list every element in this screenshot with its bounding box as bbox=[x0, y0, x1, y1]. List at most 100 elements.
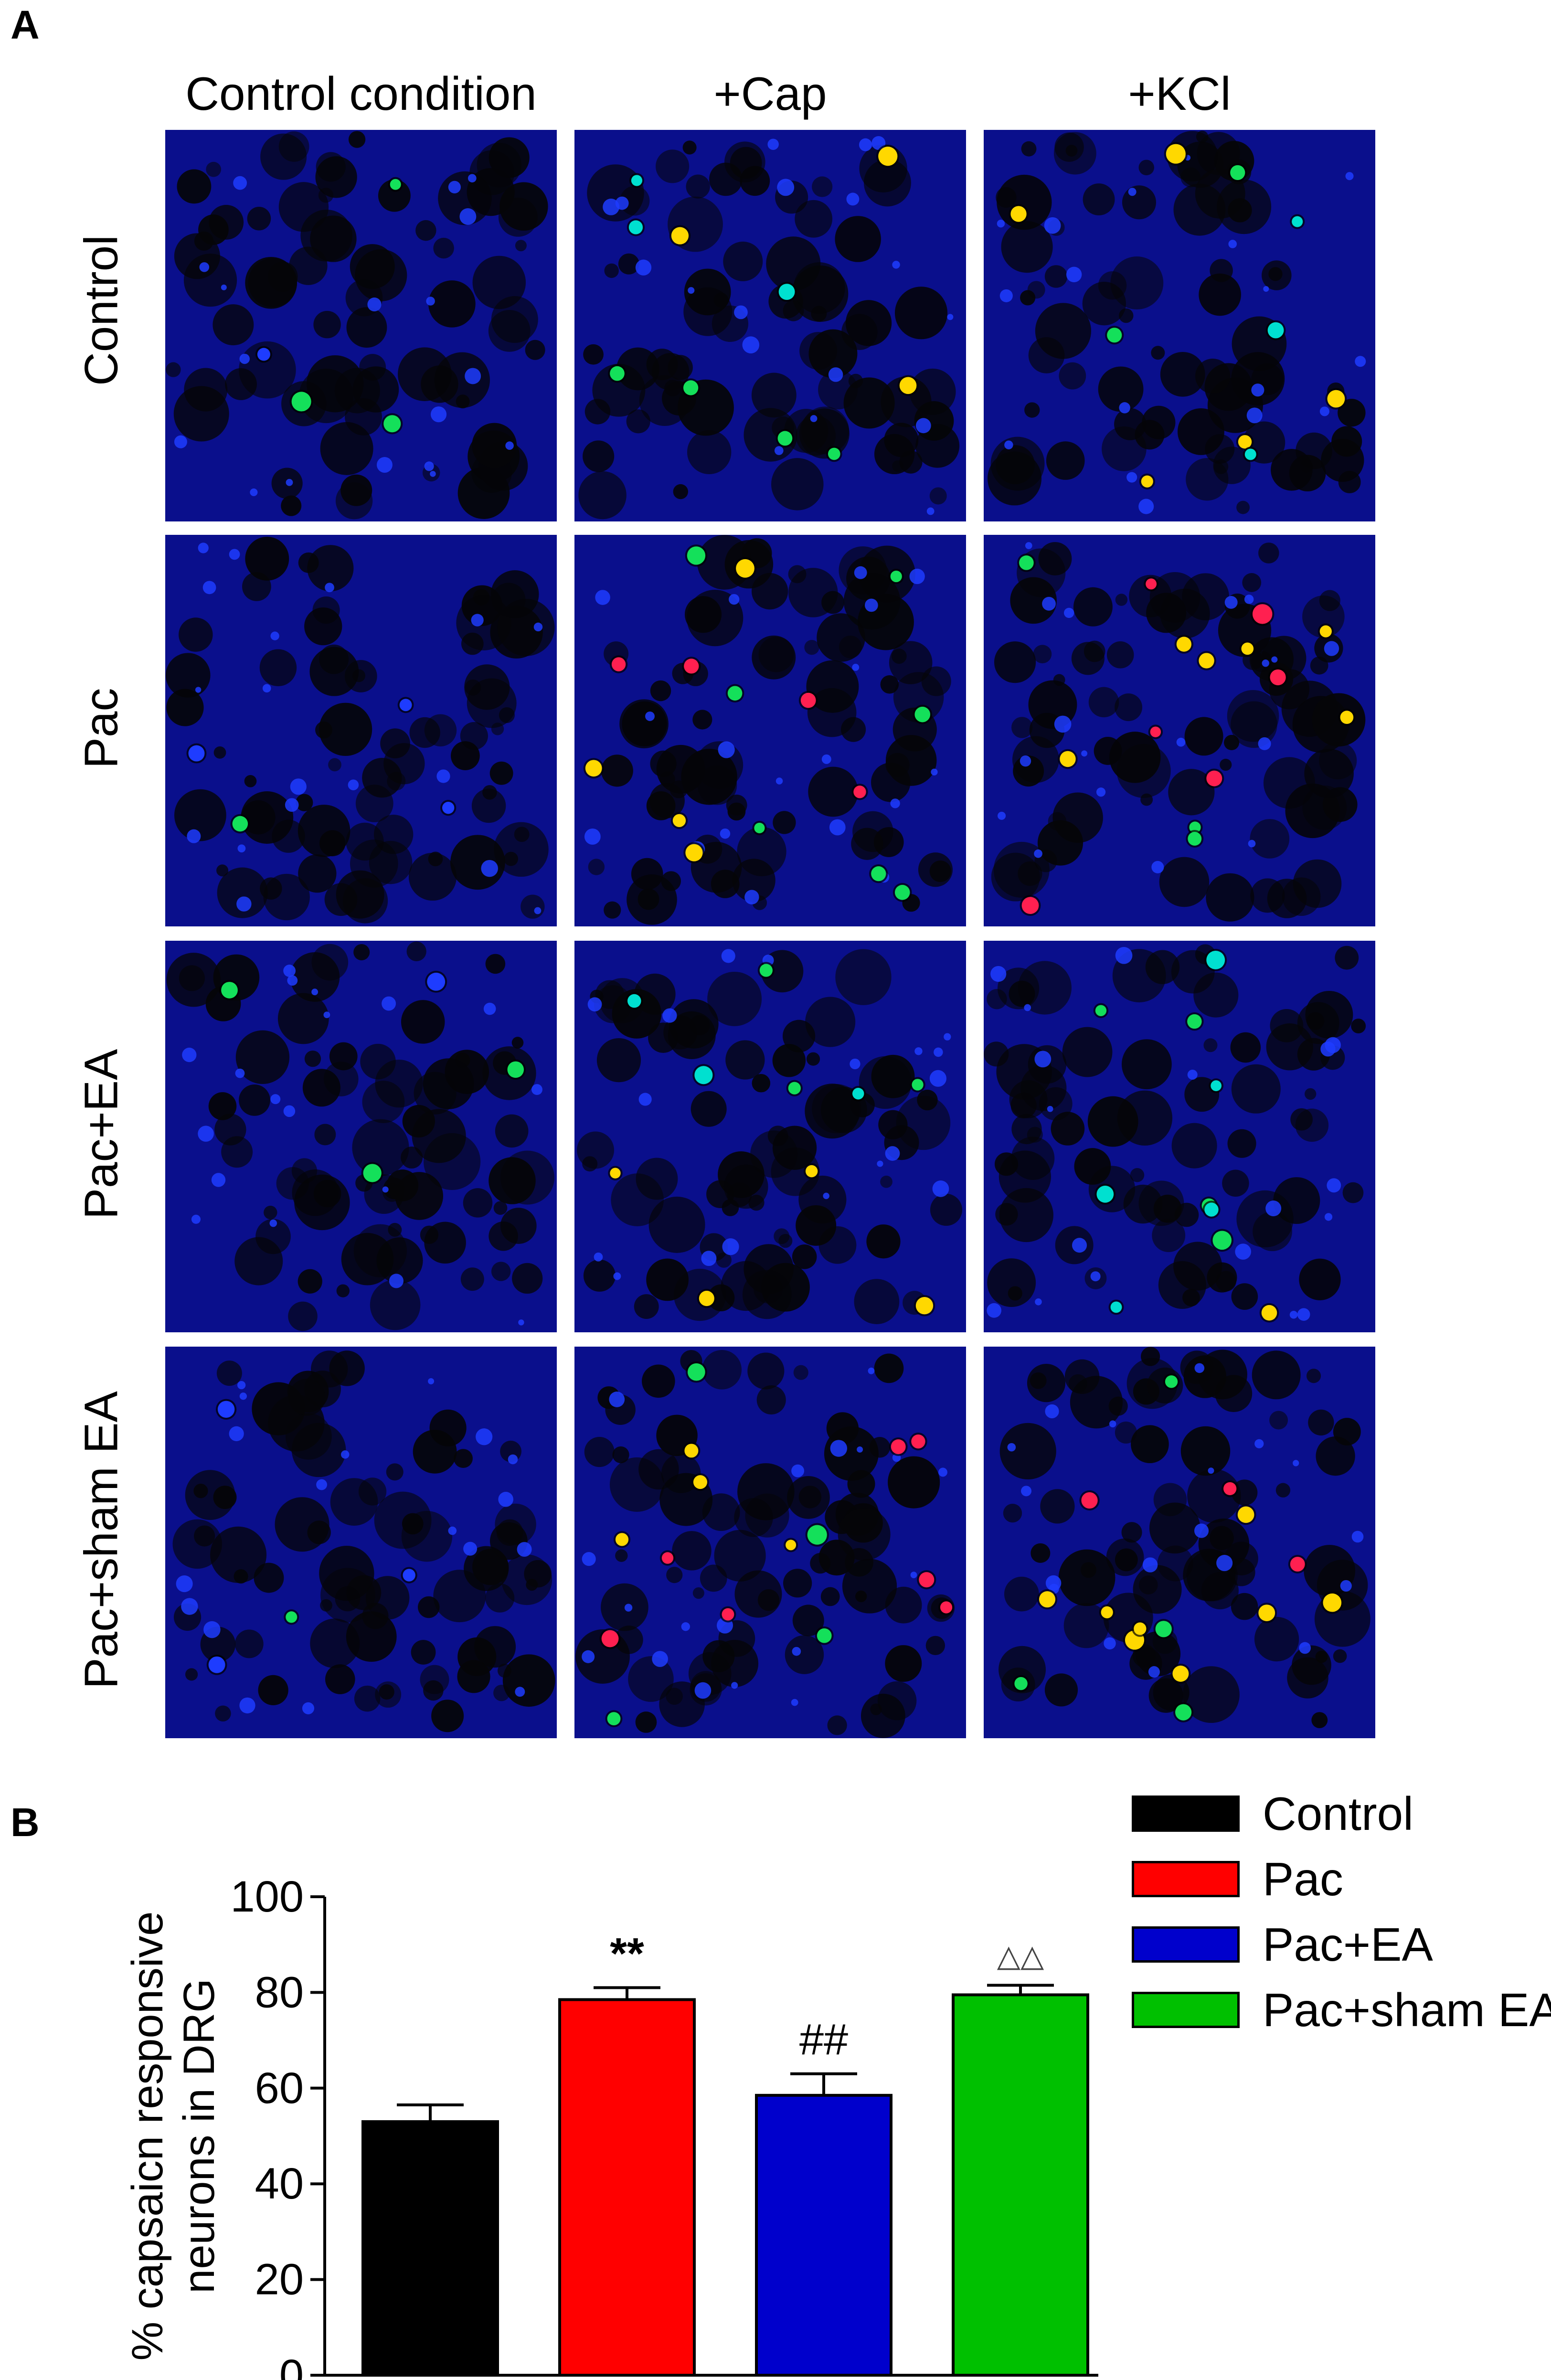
resting-neuron bbox=[382, 996, 396, 1011]
debris-blob bbox=[215, 1705, 231, 1722]
debris-blob bbox=[700, 1564, 727, 1592]
debris-blob bbox=[1305, 990, 1353, 1039]
debris-blob bbox=[1130, 1168, 1145, 1182]
debris-blob bbox=[185, 1470, 235, 1520]
resting-neuron bbox=[823, 1192, 829, 1200]
resting-neuron bbox=[774, 446, 784, 455]
resting-neuron bbox=[615, 196, 629, 210]
y-tick-label: 100 bbox=[231, 1872, 304, 1921]
debris-blob bbox=[1270, 1009, 1304, 1042]
resting-neuron bbox=[1007, 1443, 1016, 1452]
resting-neuron bbox=[237, 1381, 246, 1390]
debris-blob bbox=[1146, 593, 1187, 633]
resting-neuron bbox=[508, 1454, 518, 1465]
debris-blob bbox=[799, 408, 850, 459]
resting-neuron bbox=[176, 1575, 193, 1593]
debris-blob bbox=[1098, 366, 1144, 412]
debris-blob bbox=[583, 440, 615, 472]
debris-blob bbox=[1009, 980, 1035, 1007]
resting-neuron bbox=[792, 1647, 801, 1656]
debris-blob bbox=[1351, 1019, 1366, 1033]
responsive-neuron bbox=[891, 1439, 906, 1455]
resting-neuron bbox=[662, 1008, 677, 1023]
debris-blob bbox=[386, 1463, 404, 1481]
resting-neuron bbox=[1262, 659, 1269, 667]
debris-blob bbox=[808, 766, 859, 817]
debris-blob bbox=[1131, 1425, 1169, 1464]
debris-blob bbox=[210, 1526, 267, 1583]
resting-neuron bbox=[582, 1552, 596, 1566]
resting-neuron bbox=[250, 488, 258, 496]
debris-blob bbox=[611, 1173, 664, 1226]
debris-blob bbox=[714, 1530, 766, 1582]
resting-neuron bbox=[584, 829, 601, 845]
debris-blob bbox=[288, 1301, 318, 1331]
debris-blob bbox=[208, 1092, 237, 1120]
debris-blob bbox=[1040, 1489, 1075, 1524]
responsive-neuron bbox=[777, 431, 793, 446]
debris-blob bbox=[217, 867, 268, 918]
resting-neuron bbox=[1345, 172, 1354, 181]
debris-blob bbox=[309, 647, 359, 696]
debris-blob bbox=[930, 1193, 963, 1226]
resting-neuron bbox=[1020, 755, 1031, 767]
resting-neuron bbox=[515, 1687, 525, 1697]
debris-blob bbox=[1271, 449, 1313, 491]
resting-neuron bbox=[428, 1378, 435, 1385]
responsive-neuron bbox=[852, 1088, 864, 1100]
debris-blob bbox=[984, 1041, 1009, 1067]
responsive-neuron bbox=[1096, 1185, 1114, 1203]
resting-neuron bbox=[830, 1440, 848, 1457]
debris-blob bbox=[771, 458, 824, 510]
debris-blob bbox=[362, 1603, 389, 1629]
resting-neuron bbox=[1034, 1051, 1052, 1068]
debris-blob bbox=[1304, 748, 1354, 798]
debris-blob bbox=[893, 672, 944, 722]
micrograph-tile-3-2 bbox=[574, 941, 966, 1332]
debris-blob bbox=[472, 255, 526, 309]
responsive-neuron bbox=[1261, 1305, 1277, 1321]
debris-blob bbox=[1315, 1650, 1328, 1663]
responsive-neuron bbox=[912, 1079, 924, 1091]
debris-blob bbox=[501, 1554, 552, 1605]
debris-blob bbox=[1174, 1202, 1199, 1227]
debris-blob bbox=[1250, 819, 1290, 859]
debris-blob bbox=[707, 971, 762, 1026]
responsive-neuron bbox=[291, 392, 311, 412]
resting-neuron bbox=[323, 1011, 330, 1019]
debris-blob bbox=[1342, 1182, 1364, 1203]
resting-neuron bbox=[864, 598, 878, 612]
debris-blob bbox=[234, 1569, 248, 1584]
debris-blob bbox=[812, 176, 833, 197]
debris-blob bbox=[255, 1219, 291, 1254]
resting-neuron bbox=[635, 259, 652, 276]
resting-neuron bbox=[389, 1274, 404, 1288]
resting-neuron bbox=[1248, 839, 1256, 848]
debris-blob bbox=[172, 1519, 222, 1569]
debris-blob bbox=[1115, 1421, 1137, 1444]
resting-neuron bbox=[729, 594, 740, 605]
resting-neuron bbox=[603, 198, 620, 215]
responsive-neuron bbox=[688, 1363, 705, 1381]
legend-swatch-pac-ea bbox=[1132, 1926, 1240, 1963]
legend-swatch-control bbox=[1132, 1796, 1240, 1832]
debris-blob bbox=[885, 1645, 922, 1682]
resting-neuron bbox=[1054, 715, 1072, 733]
panel-a-letter: A bbox=[11, 2, 40, 47]
responsive-neuron bbox=[1206, 950, 1225, 969]
debris-blob bbox=[495, 1114, 529, 1148]
resting-neuron bbox=[1035, 1298, 1042, 1306]
debris-blob bbox=[806, 1052, 820, 1066]
y-tick-label: 80 bbox=[255, 1968, 304, 2017]
responsive-neuron bbox=[1237, 1506, 1254, 1523]
debris-blob bbox=[179, 617, 213, 652]
debris-blob bbox=[1269, 1411, 1288, 1430]
debris-blob bbox=[174, 789, 226, 841]
resting-neuron bbox=[791, 1699, 798, 1706]
debris-blob bbox=[1299, 1258, 1341, 1300]
responsive-neuron bbox=[684, 659, 699, 674]
resting-neuron bbox=[638, 1093, 652, 1106]
responsive-neuron bbox=[1134, 1622, 1147, 1635]
debris-blob bbox=[496, 1519, 523, 1546]
resting-neuron bbox=[1351, 1530, 1364, 1543]
